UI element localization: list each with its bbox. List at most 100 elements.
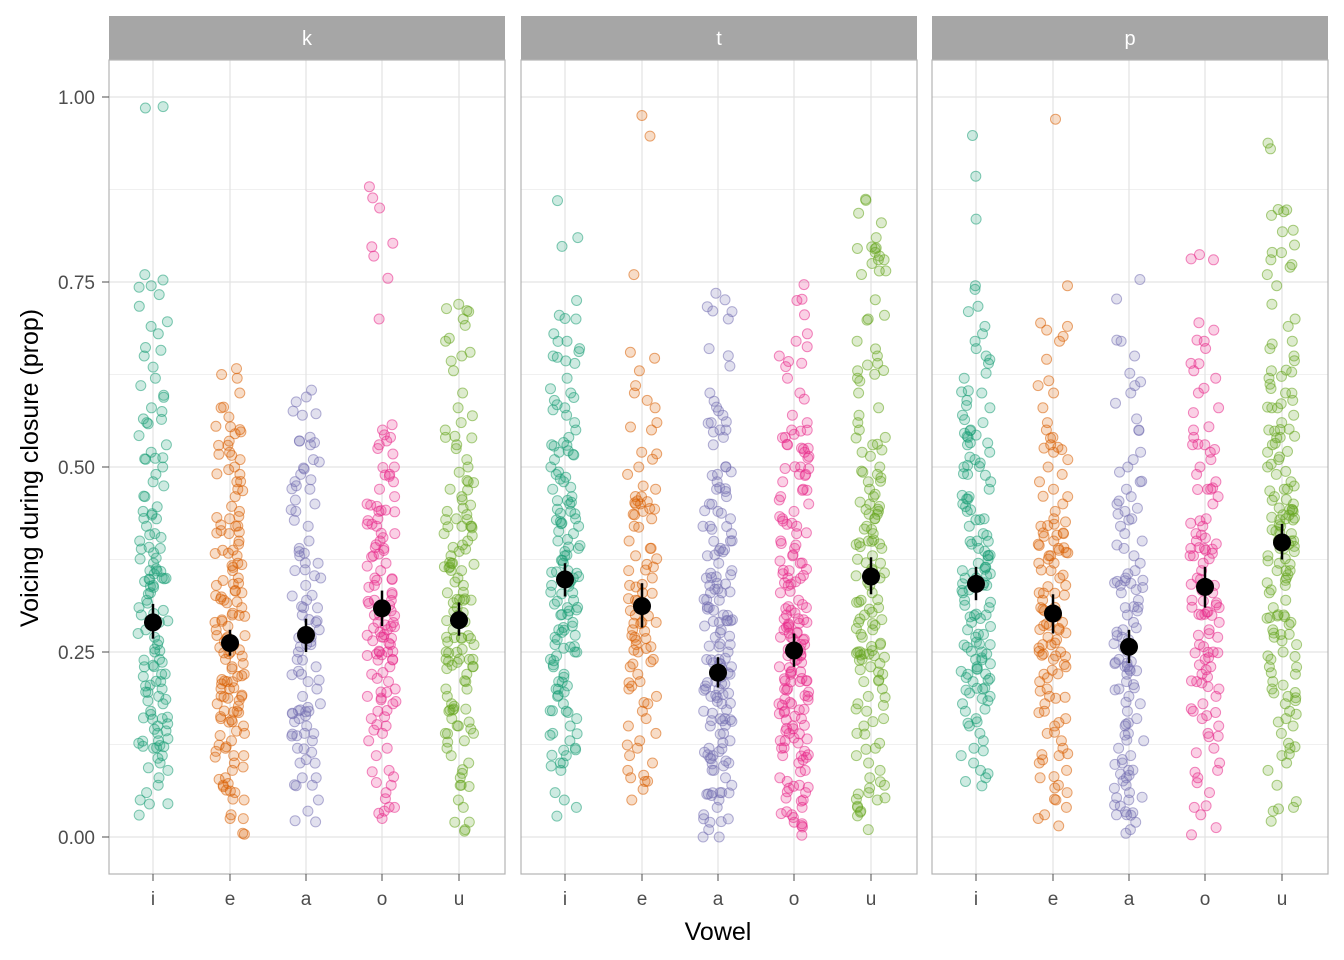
data-point xyxy=(310,772,322,784)
data-point xyxy=(1282,445,1293,457)
data-point xyxy=(978,513,990,525)
data-point xyxy=(1200,343,1212,354)
data-point xyxy=(162,798,174,810)
data-point xyxy=(223,716,235,728)
data-point xyxy=(1213,720,1225,732)
data-point xyxy=(977,328,988,340)
data-point xyxy=(460,703,472,715)
data-point xyxy=(1283,737,1294,749)
data-point xyxy=(706,707,718,719)
data-point xyxy=(1121,657,1133,669)
data-point xyxy=(160,439,172,451)
data-point xyxy=(465,594,477,606)
data-point xyxy=(1135,376,1147,388)
data-point xyxy=(232,670,244,682)
data-point xyxy=(1123,690,1135,702)
data-point xyxy=(311,615,323,627)
data-point xyxy=(138,490,150,502)
data-point xyxy=(636,446,648,458)
data-point xyxy=(1125,491,1137,503)
data-point xyxy=(133,809,145,821)
data-point xyxy=(773,661,785,673)
data-point xyxy=(791,528,803,540)
data-point xyxy=(216,369,228,380)
data-point xyxy=(1268,627,1280,639)
x-tick-label: o xyxy=(1200,889,1211,910)
data-point xyxy=(1203,731,1215,743)
data-point xyxy=(1187,407,1199,419)
data-point xyxy=(977,745,989,757)
panel-border xyxy=(931,59,1329,875)
data-point xyxy=(1199,608,1211,620)
data-point xyxy=(456,643,468,655)
data-point xyxy=(1262,764,1274,776)
data-point xyxy=(1190,747,1202,759)
data-point xyxy=(859,728,871,740)
data-point xyxy=(1291,661,1303,673)
data-point xyxy=(788,428,800,440)
data-point xyxy=(1035,564,1047,576)
data-point xyxy=(1115,768,1126,780)
data-point xyxy=(778,706,790,718)
data-point xyxy=(363,181,375,193)
data-point xyxy=(158,480,170,492)
data-point xyxy=(1264,378,1276,390)
data-point xyxy=(547,483,559,495)
data-point xyxy=(1052,441,1064,453)
data-point xyxy=(146,508,158,520)
data-point xyxy=(858,676,870,688)
data-point xyxy=(1286,335,1298,347)
data-point xyxy=(869,243,881,255)
data-point xyxy=(446,558,458,569)
data-point xyxy=(1114,466,1125,478)
data-point xyxy=(568,449,580,461)
data-point xyxy=(453,466,465,478)
data-point xyxy=(1186,675,1197,687)
mean-point xyxy=(556,570,574,589)
data-point xyxy=(457,387,469,399)
data-point xyxy=(777,568,789,580)
data-point xyxy=(636,110,648,121)
data-point xyxy=(1051,529,1063,541)
data-point xyxy=(983,483,995,495)
data-point xyxy=(985,596,996,608)
x-tick-label: i xyxy=(974,889,978,910)
data-point xyxy=(217,575,229,586)
data-point xyxy=(705,567,717,579)
data-point xyxy=(380,557,392,569)
data-point xyxy=(463,781,475,792)
data-point xyxy=(459,825,470,837)
data-point xyxy=(1270,468,1282,480)
data-point xyxy=(158,389,170,401)
data-point xyxy=(213,739,225,751)
data-point xyxy=(622,468,634,480)
data-point xyxy=(864,772,876,784)
data-point xyxy=(551,399,563,411)
data-point xyxy=(302,676,314,688)
data-point xyxy=(800,527,812,539)
data-point xyxy=(290,480,302,492)
data-point xyxy=(159,668,171,680)
data-point xyxy=(229,461,241,473)
data-point xyxy=(544,729,556,741)
data-point xyxy=(962,624,974,636)
data-point xyxy=(1287,224,1299,236)
data-point xyxy=(793,617,805,629)
data-point xyxy=(628,644,640,656)
data-point xyxy=(456,494,468,506)
data-point xyxy=(630,498,642,510)
data-point xyxy=(779,675,791,687)
data-point xyxy=(299,557,311,569)
data-point xyxy=(1062,454,1074,466)
data-point xyxy=(381,705,393,716)
data-point xyxy=(236,670,248,682)
data-point xyxy=(157,461,169,473)
data-point xyxy=(1053,750,1065,762)
data-point xyxy=(1045,432,1056,444)
data-point xyxy=(210,420,222,432)
facet-panel-k: k i e a o u xyxy=(108,16,506,910)
data-point xyxy=(361,560,373,572)
data-point xyxy=(717,409,729,421)
x-tick-label: a xyxy=(301,889,312,910)
data-point xyxy=(962,717,974,729)
